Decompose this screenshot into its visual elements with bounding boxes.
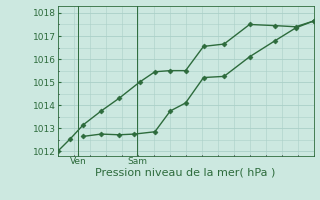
X-axis label: Pression niveau de la mer( hPa ): Pression niveau de la mer( hPa ) — [95, 168, 276, 178]
